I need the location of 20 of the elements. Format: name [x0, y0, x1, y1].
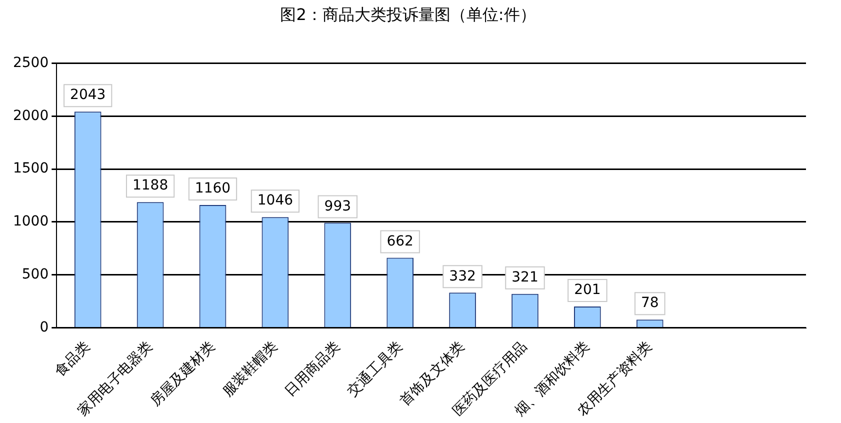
data-label: 332: [449, 268, 476, 284]
y-tick-label: 500: [22, 266, 49, 283]
y-tick-label: 1500: [12, 160, 49, 177]
x-tick-label: 日用商品类: [282, 338, 344, 400]
data-label: 662: [386, 233, 414, 250]
data-label: 2043: [70, 87, 106, 104]
data-label: 993: [324, 198, 352, 214]
data-label: 1160: [194, 180, 231, 197]
y-tick-label: 2000: [12, 108, 49, 124]
y-tick-label: 1000: [12, 214, 49, 230]
data-label: 1046: [257, 192, 294, 209]
x-tick-label: 食品类: [52, 338, 94, 380]
x-tick-label: 服装鞋帽类: [220, 338, 281, 400]
data-label: 321: [512, 269, 538, 286]
y-tick-label: 2500: [12, 54, 49, 71]
y-tick-label: 0: [40, 319, 49, 336]
chart-title: 图2：商品大类投诉量图（单位:件）: [280, 4, 536, 24]
data-label: 78: [640, 295, 659, 312]
data-label: 201: [574, 282, 601, 298]
data-label: 1188: [132, 178, 168, 194]
